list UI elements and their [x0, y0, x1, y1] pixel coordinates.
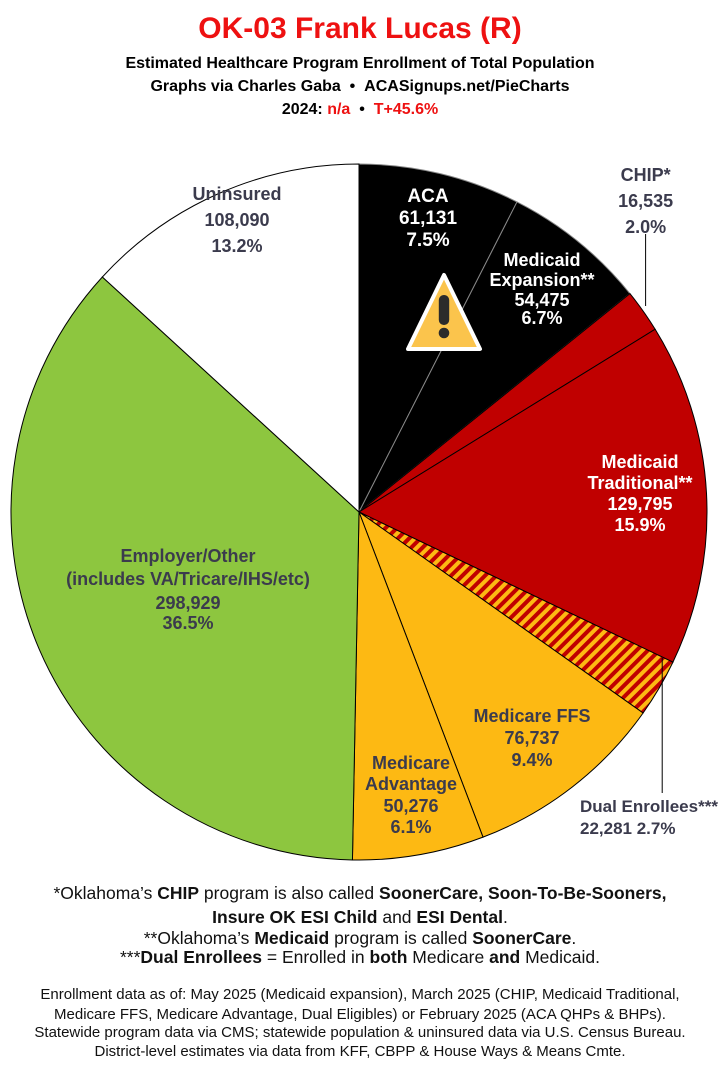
svg-text:298,929: 298,929	[155, 593, 220, 613]
svg-text:61,131: 61,131	[399, 208, 458, 229]
svg-text:Employer/Other: Employer/Other	[120, 546, 255, 566]
svg-text:Medicare FFS: Medicare FFS	[473, 706, 590, 726]
svg-text:50,276: 50,276	[383, 796, 438, 816]
svg-text:15.9%: 15.9%	[614, 515, 665, 535]
svg-text:16,535: 16,535	[618, 191, 673, 211]
svg-text:Uninsured: Uninsured	[192, 184, 281, 204]
svg-text:7.5%: 7.5%	[406, 230, 449, 251]
svg-text:Dual Enrollees***: Dual Enrollees***	[580, 797, 718, 816]
svg-text:13.2%: 13.2%	[211, 236, 262, 256]
svg-text:76,737: 76,737	[504, 728, 559, 748]
svg-text:Expansion**: Expansion**	[489, 270, 594, 290]
svg-text:9.4%: 9.4%	[511, 750, 552, 770]
svg-text:ACA: ACA	[407, 186, 448, 207]
svg-text:Medicaid: Medicaid	[601, 452, 678, 472]
svg-text:Traditional**: Traditional**	[587, 473, 692, 493]
svg-text:22,281 2.7%: 22,281 2.7%	[580, 819, 675, 838]
svg-text:Advantage: Advantage	[365, 774, 457, 794]
svg-text:Medicare: Medicare	[372, 753, 450, 773]
svg-text:129,795: 129,795	[607, 494, 672, 514]
svg-text:108,090: 108,090	[204, 210, 269, 230]
svg-text:6.1%: 6.1%	[390, 817, 431, 837]
svg-text:CHIP*: CHIP*	[621, 165, 671, 185]
svg-text:Medicaid: Medicaid	[503, 250, 580, 270]
svg-text:2.0%: 2.0%	[625, 217, 666, 237]
svg-text:(includes VA/Tricare/IHS/etc): (includes VA/Tricare/IHS/etc)	[66, 569, 310, 589]
svg-text:54,475: 54,475	[514, 290, 569, 310]
svg-text:36.5%: 36.5%	[162, 613, 213, 633]
svg-text:6.7%: 6.7%	[521, 308, 562, 328]
